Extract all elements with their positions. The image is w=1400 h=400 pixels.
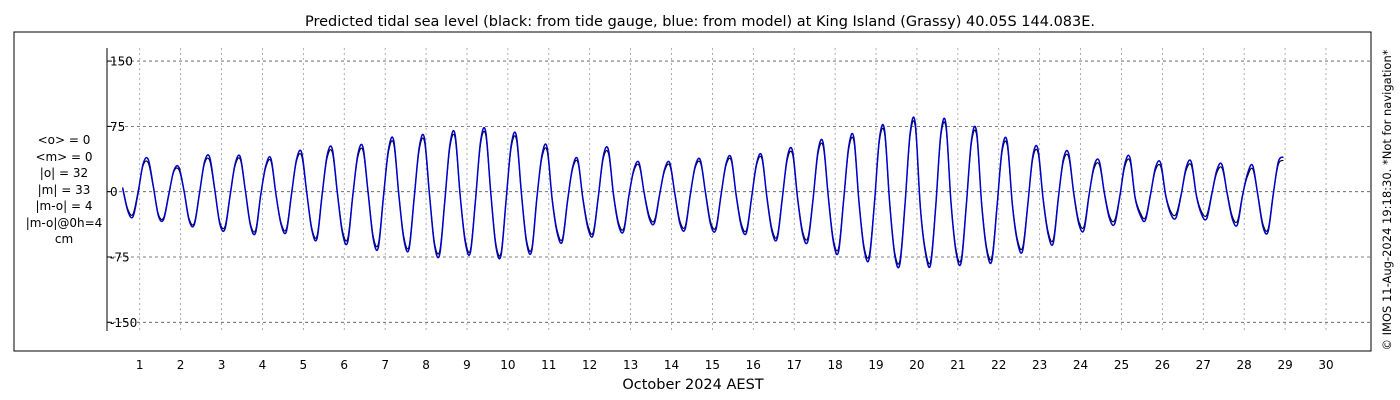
x-tick-label: 7 — [381, 358, 389, 372]
x-tick-label: 25 — [1114, 358, 1129, 372]
x-tick-label: 12 — [582, 358, 597, 372]
x-tick-label: 28 — [1237, 358, 1252, 372]
y-tick-labels: 150 75 0 -75 -150 — [110, 55, 137, 330]
x-tick-label: 3 — [218, 358, 226, 372]
x-tick-label: 27 — [1196, 358, 1211, 372]
x-tick-label: 20 — [909, 358, 924, 372]
x-tick-label: 8 — [422, 358, 430, 372]
x-tick-label: 22 — [991, 358, 1006, 372]
y-tick-label: 0 — [110, 185, 118, 199]
x-tick-label: 15 — [705, 358, 720, 372]
x-tick-label: 14 — [664, 358, 679, 372]
stat-abs-diff: |m-o| = 4 — [35, 199, 93, 213]
x-axis-label: October 2024 AEST — [622, 377, 763, 393]
stat-mean-model: <m> = 0 — [35, 149, 93, 164]
y-gridlines — [107, 60, 1371, 323]
x-tick-label: 29 — [1277, 358, 1292, 372]
x-tick-label: 18 — [827, 358, 842, 372]
x-tick-label: 6 — [340, 358, 348, 372]
x-tick-label: 11 — [541, 358, 556, 372]
x-tick-label: 9 — [463, 358, 471, 372]
x-tick-label: 26 — [1155, 358, 1170, 372]
inner-axis — [106, 48, 1372, 331]
chart-title: Predicted tidal sea level (black: from t… — [305, 14, 1095, 30]
y-tick-label: 150 — [110, 55, 133, 69]
x-tick-label: 1 — [136, 358, 144, 372]
statistics-panel: <o> = 0 <m> = 0 |o| = 32 |m| = 33 |m-o| … — [18, 132, 110, 248]
x-tick-label: 23 — [1032, 358, 1047, 372]
stat-unit: cm — [54, 232, 74, 246]
x-tick-label: 16 — [746, 358, 761, 372]
x-tick-label: 19 — [868, 358, 883, 372]
x-tick-label: 10 — [500, 358, 515, 372]
stat-abs-observed: |o| = 32 — [39, 166, 89, 180]
stat-abs-model: |m| = 33 — [37, 182, 91, 197]
x-tick-label: 30 — [1318, 358, 1333, 372]
x-tick-labels: 1 2 3 4 5 6 7 8 9 10 11 12 13 14 15 16 17 18 19 20 21 22 23 24 2… — [136, 358, 1334, 372]
x-tick-label: 2 — [177, 358, 185, 372]
y-tick-label: -75 — [110, 250, 130, 264]
copyright-notice: © IMOS 11-Aug-2024 19:18:30. *Not for na… — [1380, 49, 1394, 351]
x-tick-label: 4 — [259, 358, 267, 372]
stat-mean-observed: <o> = 0 — [37, 133, 91, 147]
y-tick-label: -150 — [110, 316, 137, 330]
series-gauge-line — [122, 120, 1284, 265]
x-tick-label: 5 — [300, 358, 308, 372]
stat-abs-diff-0h: |m-o|@0h=4 — [25, 215, 103, 230]
x-tick-label: 24 — [1073, 358, 1088, 372]
x-tick-label: 21 — [950, 358, 965, 372]
x-tick-label: 17 — [787, 358, 802, 372]
y-tick-label: 75 — [110, 120, 125, 134]
series-model-line — [121, 116, 1284, 269]
x-tick-label: 13 — [623, 358, 638, 372]
series-layer — [121, 116, 1284, 269]
x-gridlines — [139, 48, 1327, 331]
